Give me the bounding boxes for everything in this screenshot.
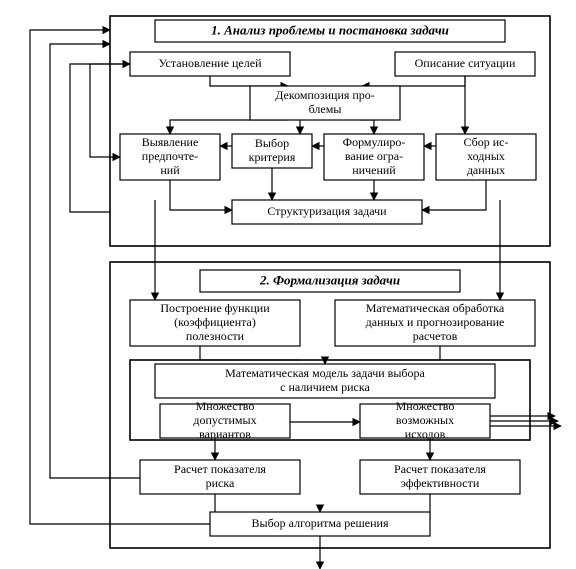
node-label: 2. Формализация задачи xyxy=(259,273,400,288)
node-crit: Выборкритерия xyxy=(232,134,312,168)
node-mathproc: Математическая обработкаданных и прогноз… xyxy=(335,300,535,346)
node-label: Декомпозиция про- xyxy=(275,88,375,102)
node-label: Математическая модель задачи выбора xyxy=(225,366,425,380)
node-label: Структуризация задачи xyxy=(267,204,387,218)
node-label: Выбор алгоритма решения xyxy=(252,516,389,530)
node-eff: Расчет показателяэффективности xyxy=(360,460,520,494)
node-label: эффективности xyxy=(401,476,480,490)
node-label: полезности xyxy=(186,329,245,343)
edge xyxy=(170,180,232,210)
node-label: Математическая обработка xyxy=(366,301,505,315)
node-goals: Установление целей xyxy=(130,52,290,76)
node-label: Построение функции xyxy=(160,301,270,315)
node-label: 1. Анализ проблемы и постановка задачи xyxy=(211,23,449,38)
edge xyxy=(400,76,465,86)
edge xyxy=(50,44,140,478)
node-label: ничений xyxy=(352,163,396,177)
edge xyxy=(422,180,486,210)
edge xyxy=(170,120,288,134)
node-label: Выбор xyxy=(255,136,289,150)
node-label: Множество xyxy=(396,399,455,413)
node-label: возможных xyxy=(396,413,454,427)
node-srcdata: Сбор ис-ходныхданных xyxy=(436,134,536,180)
node-label: блемы xyxy=(309,102,342,116)
node-label: данных и прогнозирование xyxy=(366,315,505,329)
node-label: Описание ситуации xyxy=(415,56,516,70)
node-risk: Расчет показателяриска xyxy=(140,460,300,494)
node-label: данных xyxy=(467,163,505,177)
edge xyxy=(360,120,374,134)
edge xyxy=(210,76,288,86)
node-constr: Формулиро-вание огра-ничений xyxy=(324,134,424,180)
node-label: допустимых xyxy=(193,413,256,427)
node-model: Математическая модель задачи выборас нал… xyxy=(155,364,495,398)
node-label: ходных xyxy=(467,149,505,163)
node-label: (коэффициента) xyxy=(174,315,256,329)
node-label: Расчет показателя xyxy=(174,462,266,476)
node-feasible: Множестводопустимыхвариантов xyxy=(160,399,290,441)
node-label: вариантов xyxy=(199,427,251,441)
node-label: Установление целей xyxy=(159,56,263,70)
edge xyxy=(200,346,300,360)
node-label: расчетов xyxy=(413,329,458,343)
node-util: Построение функции(коэффициента)полезнос… xyxy=(130,300,300,346)
node-label: ний xyxy=(160,163,180,177)
node-label: риска xyxy=(206,476,235,490)
node-pref: Выявлениепредпочте-ний xyxy=(120,134,220,180)
node-label: Множество xyxy=(196,399,255,413)
node-label: критерия xyxy=(249,150,296,164)
node-outcomes: Множествовозможныхисходов xyxy=(360,399,490,441)
node-label: вание огра- xyxy=(345,149,403,163)
node-label: Формулиро- xyxy=(343,135,406,149)
edge xyxy=(360,346,440,360)
node-label: Расчет показателя xyxy=(394,462,486,476)
node-t2: 2. Формализация задачи xyxy=(200,270,460,292)
edge xyxy=(30,30,210,524)
node-situation: Описание ситуации xyxy=(395,52,535,76)
node-t1: 1. Анализ проблемы и постановка задачи xyxy=(155,20,505,42)
node-label: предпочте- xyxy=(142,149,198,163)
node-label: Выявление xyxy=(142,135,199,149)
node-decomp: Декомпозиция про-блемы xyxy=(250,86,400,120)
node-struct: Структуризация задачи xyxy=(232,200,422,224)
node-label: исходов xyxy=(405,427,446,441)
node-label: Сбор ис- xyxy=(464,135,509,149)
node-label: с наличием риска xyxy=(280,380,370,394)
node-algo: Выбор алгоритма решения xyxy=(210,512,430,536)
